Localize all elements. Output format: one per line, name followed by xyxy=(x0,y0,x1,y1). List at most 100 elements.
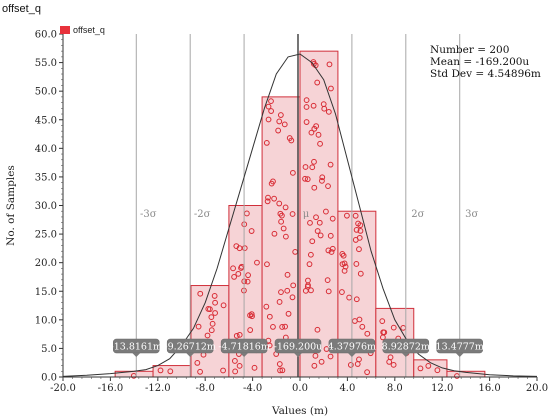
legend[interactable]: offset_q xyxy=(60,24,105,36)
sample-point xyxy=(278,289,284,296)
sample-point xyxy=(324,277,331,284)
sample-point xyxy=(308,129,315,136)
sample-point xyxy=(326,61,333,68)
sample-point xyxy=(319,174,326,181)
y-tick-label: 20.0 xyxy=(35,258,57,269)
sample-point xyxy=(306,261,313,268)
sample-point xyxy=(268,108,275,114)
x-tick-label: 20.0 xyxy=(526,383,548,394)
sample-point xyxy=(351,318,358,324)
sample-point xyxy=(266,313,273,320)
sample-point xyxy=(316,219,323,226)
sample-point xyxy=(278,218,285,225)
sample-point xyxy=(318,358,325,365)
sigma-value-label: -4.71816m xyxy=(218,342,270,353)
sample-point xyxy=(232,358,238,364)
sigma-value-label: -13.8161m xyxy=(111,342,163,353)
sample-point xyxy=(303,104,310,110)
sample-point xyxy=(265,103,272,110)
sample-point xyxy=(211,293,218,299)
sample-point xyxy=(347,362,354,368)
sample-point xyxy=(309,238,316,245)
sample-point xyxy=(356,246,362,253)
sample-point xyxy=(379,334,386,341)
y-axis-title: No. of Samples xyxy=(5,165,17,246)
sample-point xyxy=(289,294,296,301)
sample-point xyxy=(311,184,318,191)
sample-point xyxy=(357,270,364,277)
x-tick-label: 16.0 xyxy=(478,383,500,394)
legend-swatch xyxy=(60,26,70,34)
sample-point xyxy=(307,251,314,258)
sigma-label: 3σ xyxy=(465,209,478,220)
stat-number: Number = 200 xyxy=(430,44,510,56)
sample-point xyxy=(305,277,311,284)
sample-point xyxy=(353,227,360,233)
sample-point xyxy=(390,361,397,368)
sample-point xyxy=(364,369,371,376)
x-tick-label: 8.0 xyxy=(387,383,403,394)
y-tick-label: 30.0 xyxy=(35,201,57,212)
sigma-value-label: -169.200u xyxy=(274,342,323,353)
x-tick-label: -4.0 xyxy=(243,383,262,394)
sample-point xyxy=(167,368,174,375)
sigma-labels-layer: -3σ -13.8161m -2σ -9.26712m -4.71816m μ -169.2… xyxy=(111,209,484,357)
sample-point xyxy=(359,323,366,330)
sigma-label: μ xyxy=(303,209,310,220)
sample-point xyxy=(236,245,243,252)
x-tick-label: -20.0 xyxy=(50,383,76,394)
sample-point xyxy=(311,158,317,165)
sample-point xyxy=(197,290,204,297)
sample-point xyxy=(303,97,310,104)
sample-point xyxy=(212,310,218,316)
sample-point xyxy=(263,140,270,146)
legend-label: offset_q xyxy=(73,25,105,35)
sample-point xyxy=(245,272,251,279)
sample-point xyxy=(276,361,283,367)
sample-point xyxy=(208,327,215,334)
sample-point xyxy=(276,299,283,305)
sample-point xyxy=(327,232,334,239)
sample-point xyxy=(264,261,270,268)
sample-point xyxy=(197,368,203,375)
sigma-value-pointer xyxy=(401,353,410,357)
sample-point xyxy=(311,125,318,132)
sample-point xyxy=(230,265,236,272)
y-tick-label: 15.0 xyxy=(35,287,57,298)
sample-point xyxy=(327,353,334,360)
sample-point xyxy=(248,228,255,234)
sample-point xyxy=(220,302,227,309)
sample-point xyxy=(329,215,336,222)
sample-point xyxy=(212,299,218,306)
sample-point xyxy=(309,164,316,171)
sample-point xyxy=(282,204,289,211)
y-tick-label: 25.0 xyxy=(35,230,57,241)
sample-point xyxy=(352,212,359,219)
sample-point xyxy=(271,195,277,202)
sample-point xyxy=(417,365,424,372)
sample-point xyxy=(313,214,319,221)
y-tick-label: 35.0 xyxy=(35,172,57,183)
x-tick-label: 12.0 xyxy=(431,383,453,394)
sigma-value-pointer xyxy=(132,353,141,357)
sample-point xyxy=(280,225,287,232)
sample-point xyxy=(312,352,319,359)
sigma-value-pointer xyxy=(293,353,302,357)
sigma-value-pointer xyxy=(186,353,195,357)
sample-point xyxy=(340,252,347,259)
sigma-label: -2σ xyxy=(194,209,211,220)
sample-point xyxy=(270,323,276,330)
sample-point xyxy=(379,318,386,325)
y-tick-label: 50.0 xyxy=(35,87,57,98)
histogram-bar xyxy=(261,96,301,378)
sample-point xyxy=(231,274,237,280)
sample-point xyxy=(204,332,211,339)
sample-point xyxy=(303,119,310,125)
sample-point xyxy=(247,327,254,333)
sample-point xyxy=(311,362,318,369)
sample-point xyxy=(364,330,371,337)
x-tick-label: -8.0 xyxy=(196,383,215,394)
sample-point xyxy=(314,326,321,333)
sample-point xyxy=(277,367,283,374)
sample-point xyxy=(276,118,283,125)
